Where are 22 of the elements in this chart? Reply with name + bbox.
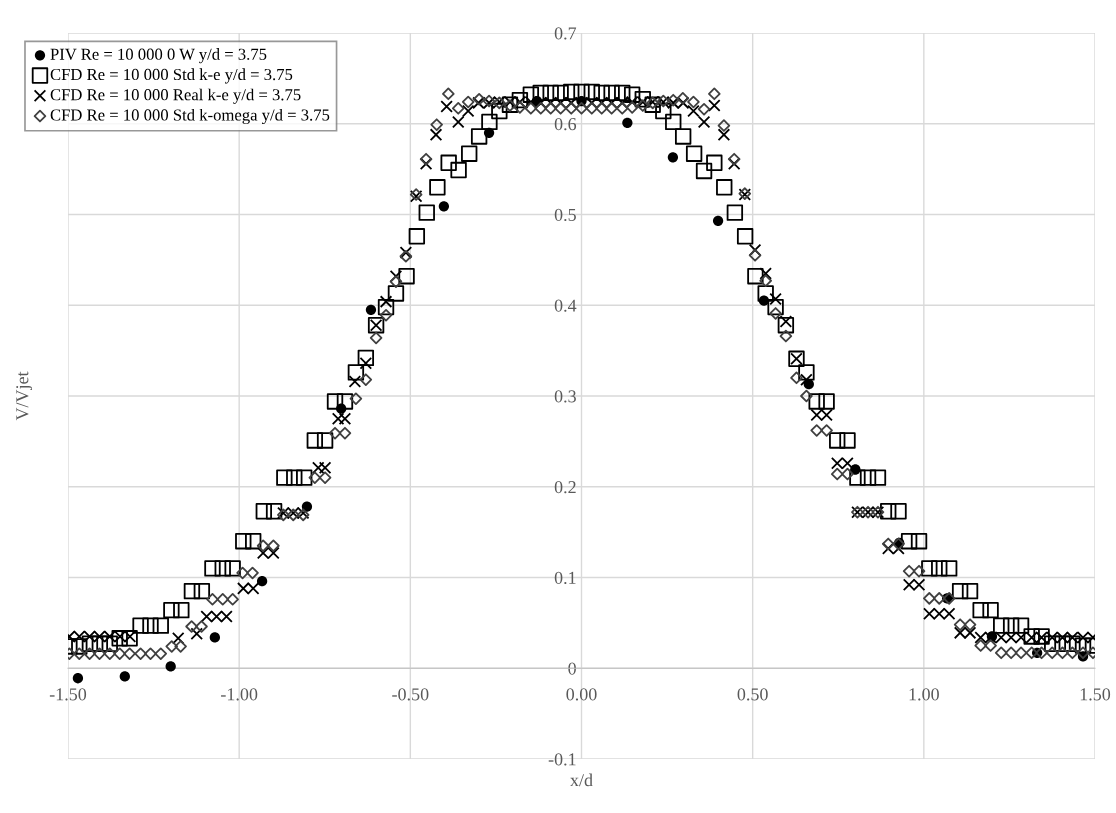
legend-label: CFD Re = 10 000 Std k-e y/d = 3.75 [50,68,293,84]
y-tick-label: 0.1 [554,571,576,585]
y-tick-label: 0.7 [554,27,577,40]
x-tick-label: 1.00 [909,688,939,701]
x-tick-label: 0.50 [737,688,768,701]
y-tick-label: 0.2 [554,481,576,494]
y-tick-label: 0.6 [554,118,577,131]
x-tick-label: -1.00 [221,688,258,701]
x-tick-label: 0.00 [566,688,597,701]
x-tick-label: -0.50 [392,688,429,701]
x-axis-title: x/d [570,773,593,787]
legend-label: CFD Re = 10 000 Std k-omega y/d = 3.75 [50,108,330,125]
y-axis-title: V/Vjet [16,371,33,421]
x-tick-label: -1.50 [49,688,87,701]
y-tick-label: 0.5 [554,208,576,222]
y-tick-label: 0 [568,662,576,675]
y-tick-label: 0.4 [554,299,577,312]
y-tick-label: 0.3 [554,390,576,403]
y-tick-label: -0.1 [548,753,576,766]
x-tick-label: 1.50 [1080,688,1111,701]
legend-label: PIV Re = 10 000 0 W y/d = 3.75 [50,48,267,64]
legend-label: CFD Re = 10 000 Real k-e y/d = 3.75 [50,88,301,104]
